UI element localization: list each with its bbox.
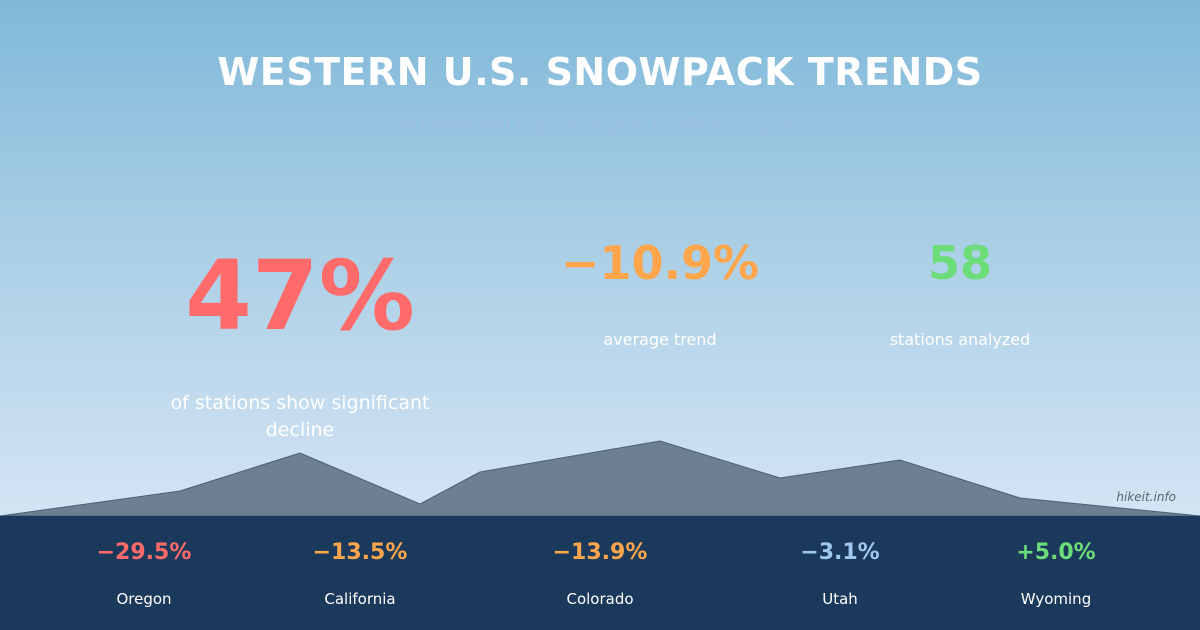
state-name-oregon: Oregon [116, 590, 172, 608]
state-value-utah: −3.1% [800, 540, 880, 565]
state-name-wyoming: Wyoming [1020, 590, 1092, 608]
state-value-california: −13.5% [312, 540, 408, 565]
page-title: WESTERN U.S. SNOWPACK TRENDS [217, 50, 983, 94]
state-name-colorado: Colorado [566, 590, 634, 608]
state-bar: −29.5% Oregon −13.5% California −13.9% C… [0, 516, 1200, 630]
average-trend-value: −10.9% [560, 236, 760, 290]
stations-count-value: 58 [927, 236, 992, 290]
stations-count-label: stations analyzed [889, 330, 1031, 349]
headline-label: of stations show significant decline [170, 392, 430, 441]
state-value-colorado: −13.9% [552, 540, 648, 565]
state-name-california: California [324, 590, 396, 608]
subtitle: 40-Year SNOTEL Analysis (1980s–2020s) [399, 112, 801, 136]
average-trend-label: average trend [603, 330, 717, 349]
headline-value: 47% [185, 240, 415, 352]
state-value-wyoming: +5.0% [1016, 540, 1096, 565]
state-value-oregon: −29.5% [96, 540, 192, 565]
credit: hikeit.info [1116, 490, 1176, 504]
state-name-utah: Utah [822, 590, 858, 608]
